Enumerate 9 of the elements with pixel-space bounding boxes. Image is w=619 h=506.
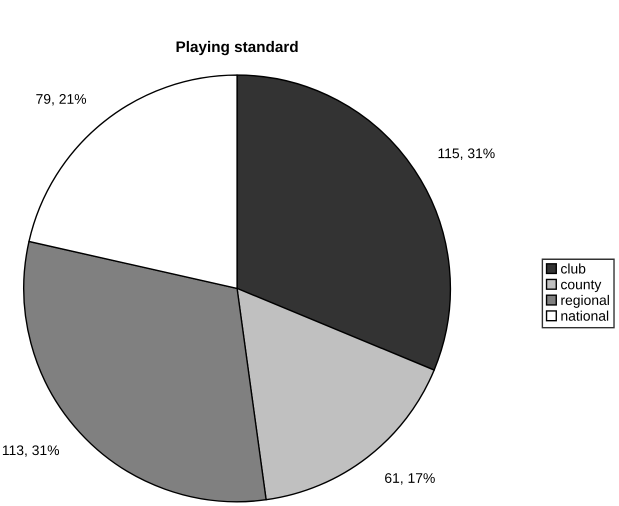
data-label: 61, 17% (385, 473, 435, 485)
legend-label: county (561, 280, 602, 292)
legend-label: regional (561, 294, 609, 308)
chart-title: Playing standard (176, 40, 298, 56)
legend-label: club (561, 263, 586, 274)
data-label: 79, 21% (36, 94, 86, 106)
data-label: 115, 31% (438, 148, 495, 160)
legend-label: national (561, 310, 608, 321)
data-label: 113, 31% (2, 445, 60, 457)
